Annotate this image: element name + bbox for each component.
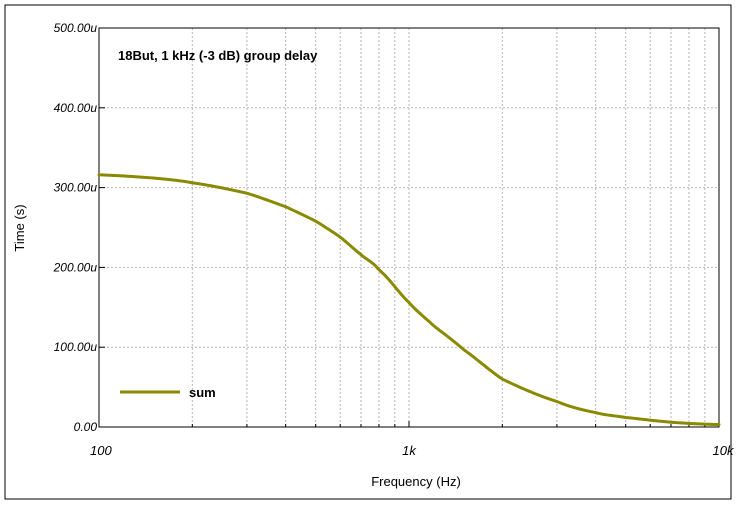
y-axis-title: Time (s) [12,204,27,251]
x-axis-title: Frequency (Hz) [371,474,461,489]
y-tick-label: 300.00u [54,181,98,195]
legend: sum [120,385,216,400]
y-tick-label: 400.00u [54,101,98,115]
series-layer [97,173,721,427]
y-tick-label: 0.00 [74,420,98,434]
ticks: 0.00 100.00u 200.00u 300.00u 400.00u 500.00u 1… [53,21,735,458]
y-tick-label: 100.00u [54,340,98,354]
outer-frame [4,4,732,500]
legend-label-sum: sum [189,385,216,400]
y-tick-label: 200.00u [53,260,98,274]
grid [99,28,719,427]
x-tick-label: 100 [90,443,112,458]
series-line-sum [97,173,721,427]
y-tick-label: 500.00u [54,21,98,35]
chart-title: 18But, 1 kHz (-3 dB) group delay [118,48,318,63]
x-tick-label: 10k [713,443,735,458]
x-tick-label: 1k [402,443,417,458]
